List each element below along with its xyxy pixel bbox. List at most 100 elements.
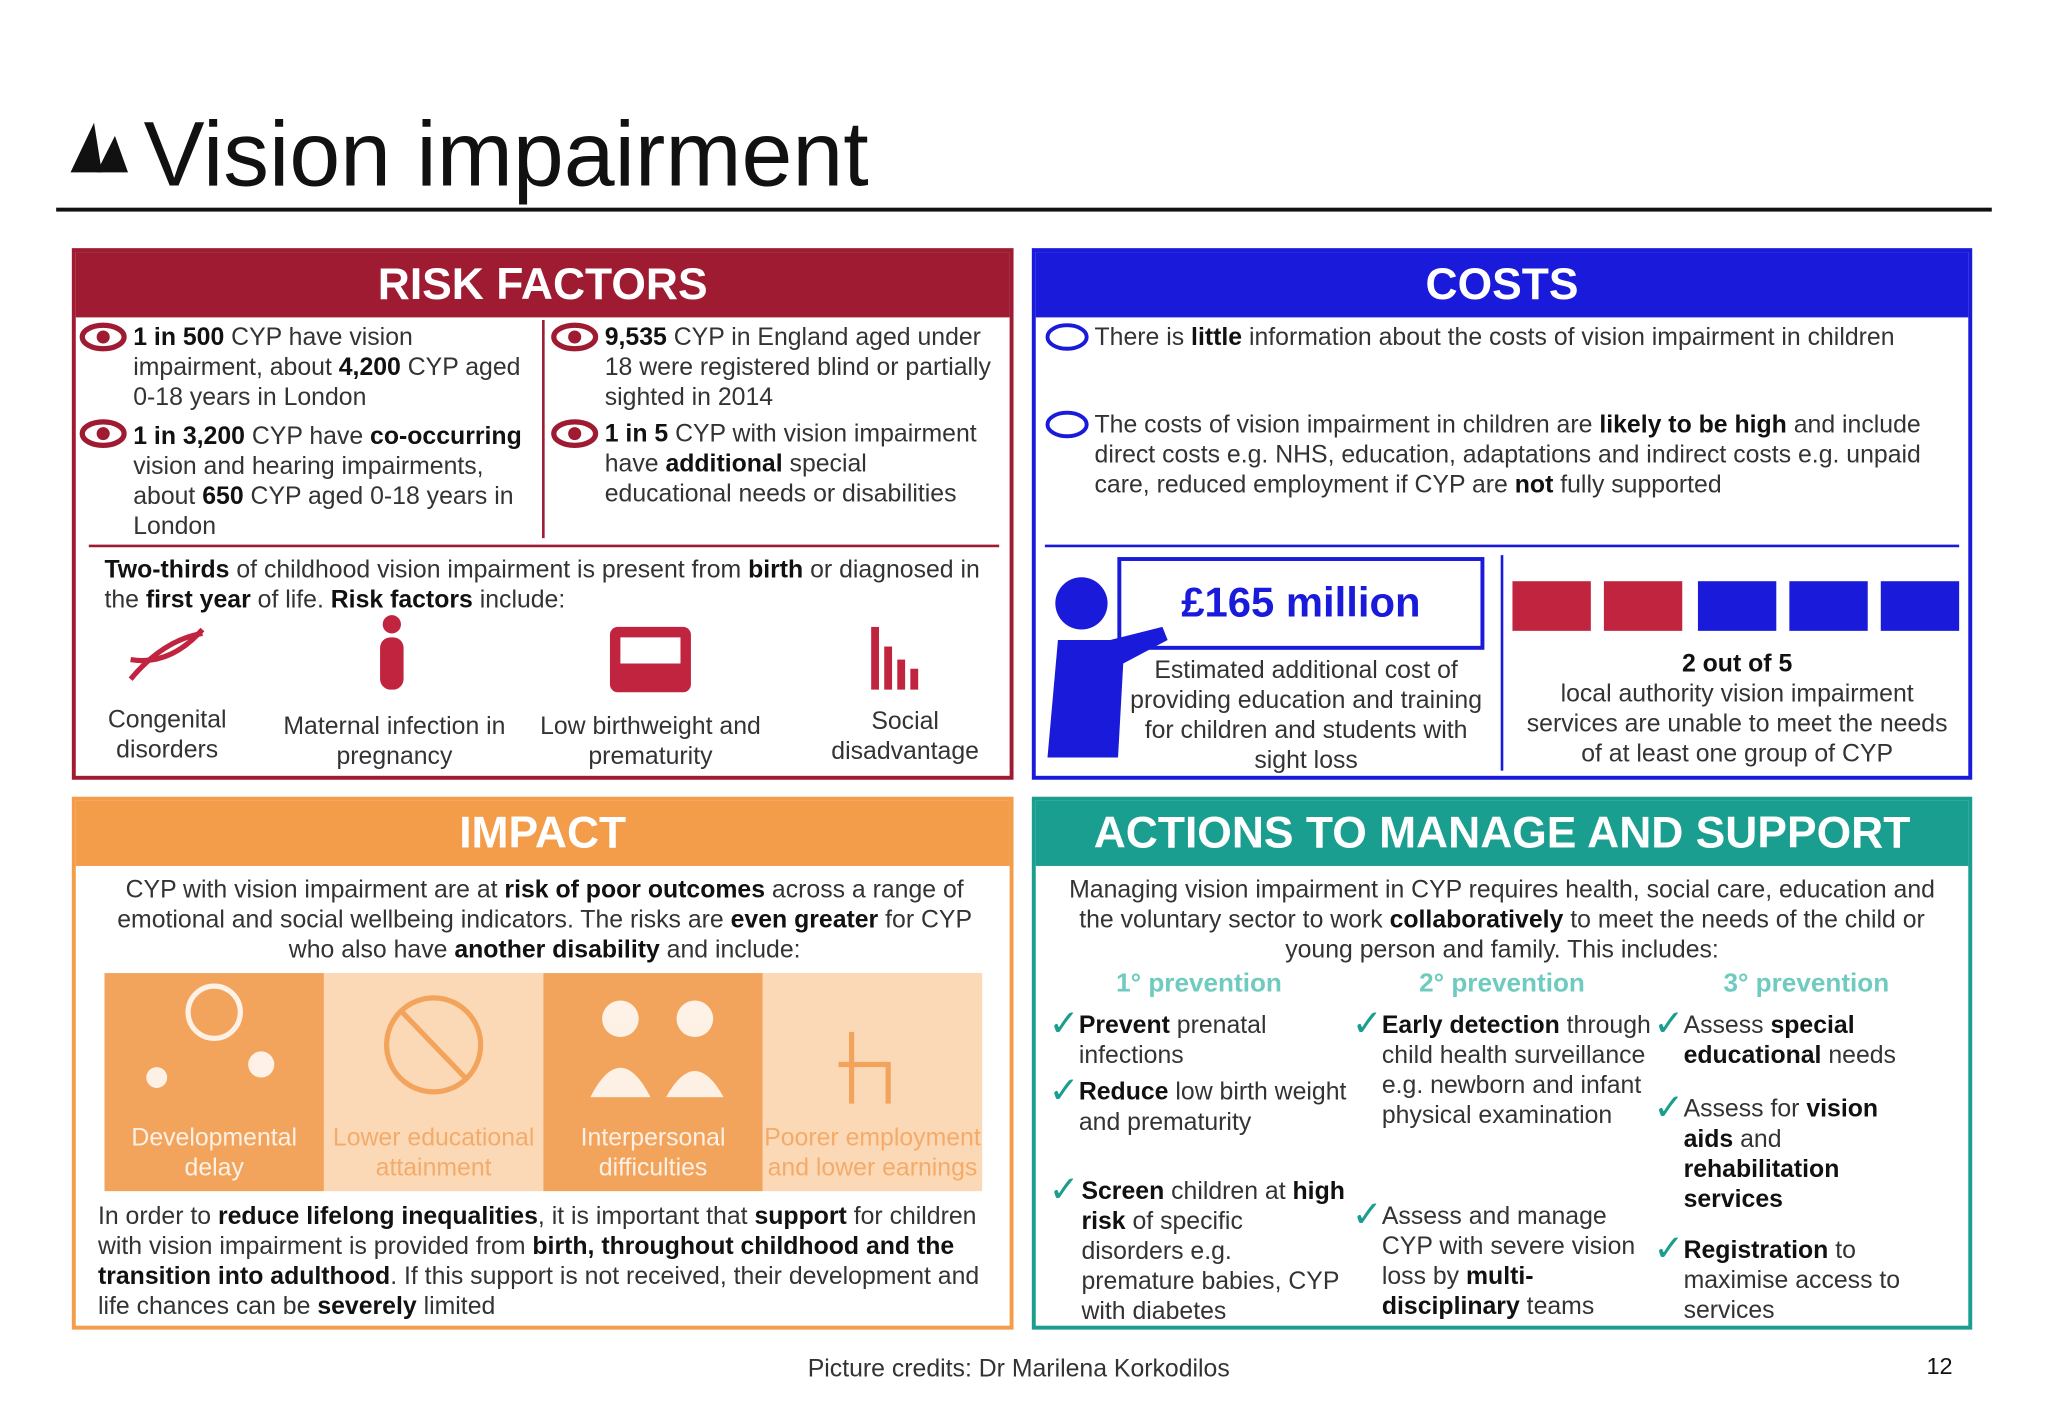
text-run: support	[754, 1202, 847, 1231]
text-run: include:	[472, 586, 566, 614]
check: ✓	[1653, 1227, 1685, 1269]
text-run: CYP with vision impairment have	[604, 420, 977, 479]
text-run: 1 in 500	[133, 323, 225, 352]
text-run: Risk factors	[330, 586, 473, 614]
cost-fact: The costs of vision impairment in childr…	[1095, 410, 1931, 500]
risk-item: Low birthweight and prematurity	[540, 713, 761, 771]
text-run: another disability	[454, 936, 660, 964]
text-run: Two-thirds	[104, 556, 230, 584]
text-run: and include:	[659, 936, 801, 964]
text-run: needs	[1821, 1042, 1896, 1070]
impact-item: Interpersonal difficulties	[580, 1124, 726, 1183]
text-run: of specific disorders e.g. premature bab…	[1081, 1208, 1339, 1326]
text-run: information about the costs of vision im…	[1242, 323, 1895, 352]
impact-item: Poorer employment and lower earnings	[764, 1124, 981, 1183]
text-run: Screen	[1081, 1178, 1165, 1206]
risk-item: Social disadvantage	[831, 707, 979, 766]
text-run: children at	[1164, 1178, 1293, 1206]
risk-item: Congenital disorders	[107, 706, 227, 765]
text-run: collaboratively	[1389, 906, 1564, 934]
costs-header: COSTS	[1035, 252, 1969, 318]
cost-stat-caption: local authority vision impairment servic…	[1526, 680, 1948, 768]
costs-icons	[1044, 323, 1960, 771]
prevention-heading: 3° prevention	[1723, 969, 1890, 998]
text-run: first year	[145, 586, 251, 614]
text-run: risk of poor outcomes	[504, 876, 766, 904]
prevention-heading: 2° prevention	[1419, 969, 1585, 998]
text-run: CYP aged 0-18 years in London	[133, 353, 521, 412]
check: ✓	[1048, 1069, 1080, 1111]
actions-intro: Managing vision impairment in CYP requir…	[1051, 875, 1952, 965]
text-run: 1 in 5	[604, 420, 669, 448]
text-run: to meet the needs of the child or young …	[1285, 906, 1925, 964]
text-run: low birth weight and prematurity	[1078, 1078, 1347, 1137]
actions-header: ACTIONS TO MANAGE AND SUPPORT	[1035, 800, 1969, 866]
text-run: multi-disciplinary	[1381, 1262, 1534, 1321]
text-run: The costs of vision impairment in childr…	[1094, 411, 1600, 439]
cost-figure-caption: Estimated additional cost of providing e…	[1130, 656, 1482, 775]
text-run: and include direct costs e.g. NHS, educa…	[1094, 411, 1921, 499]
risk-intro: Two-thirds of childhood vision impairmen…	[104, 555, 992, 615]
action-item: Early detection through child health sur…	[1382, 1011, 1656, 1131]
risk-header: RISK FACTORS	[75, 252, 1010, 318]
text-run: reduce lifelong inequalities	[217, 1202, 538, 1231]
costs-panel: COSTS	[1031, 248, 1973, 780]
check: ✓	[1048, 1003, 1080, 1044]
text-run: 1 in 3,200	[133, 423, 245, 451]
text-run: . If this support is not received, their…	[97, 1262, 980, 1321]
text-run: 4,200	[338, 353, 401, 382]
text-run: Reduce	[1078, 1078, 1169, 1107]
risk-fact: 9,535 CYP in England aged under 18 were …	[605, 323, 997, 413]
text-run: birth, throughout childhood and the tran…	[97, 1232, 955, 1291]
risk-fact: 1 in 5 CYP with vision impairment have a…	[605, 419, 997, 509]
action-item: Registration to maximise access to servi…	[1684, 1236, 1952, 1326]
text-run: Early detection	[1381, 1012, 1560, 1040]
text-run: of childhood vision impairment is presen…	[229, 556, 749, 584]
text-run: Assess	[1683, 1012, 1771, 1040]
text-run: rehabilitation services	[1683, 1155, 1840, 1214]
text-run: likely to be high	[1599, 411, 1787, 439]
text-run: for children with vision impairment is p…	[97, 1202, 977, 1261]
check: ✓	[1351, 1193, 1383, 1235]
text-run: for CYP who also have	[288, 906, 973, 964]
text-run: limited	[416, 1293, 496, 1321]
text-run: to maximise access to services	[1683, 1236, 1901, 1325]
text-run: not	[1514, 471, 1554, 499]
text-run: fully supported	[1553, 471, 1722, 499]
impact-icons	[146, 983, 891, 1104]
impact-item: Developmental delay	[131, 1124, 297, 1183]
page-number: 12	[1926, 1353, 1953, 1380]
action-item: Screen children at high risk of specific…	[1081, 1177, 1349, 1327]
action-item: Assess for vision aids and rehabilitatio…	[1684, 1095, 1932, 1215]
action-item: Assess special educational needs	[1684, 1011, 1952, 1071]
text-run: CYP have	[244, 423, 371, 451]
text-run: Managing vision impairment in CYP requir…	[1069, 876, 1935, 934]
impact-item: Lower educational attainment	[332, 1124, 535, 1183]
text-run: additional	[665, 450, 783, 479]
text-run: and	[1733, 1125, 1782, 1154]
text-run: even greater	[730, 906, 879, 934]
text-run: Assess for	[1683, 1095, 1807, 1124]
action-item: Reduce low birth weight and prematurity	[1079, 1078, 1347, 1138]
cost-stat: 2 out of 5	[1681, 650, 1793, 678]
text-run: through child health surveillance e.g. n…	[1381, 1012, 1651, 1130]
cost-fact: There is little information about the co…	[1095, 323, 1931, 353]
check: ✓	[1351, 1003, 1383, 1044]
text-run: vision and hearing impairments, about	[133, 453, 484, 511]
text-run: co-occurring	[370, 423, 522, 451]
text-run: or diagnosed in the	[104, 556, 980, 614]
prevention-heading: 1° prevention	[1116, 969, 1282, 998]
text-run: 9,535	[604, 323, 667, 352]
logo	[70, 122, 128, 173]
text-run: CYP with vision impairment are at	[125, 876, 505, 904]
cost-figure: £165 million	[1181, 578, 1421, 626]
text-run: little	[1191, 323, 1243, 352]
credits: Picture credits: Dr Marilena Korkodilos	[807, 1355, 1230, 1384]
text-run: birth	[748, 556, 804, 584]
text-run: severely	[317, 1293, 417, 1321]
impact-tile: Interpersonal difficulties	[543, 973, 763, 1192]
text-run: Registration	[1683, 1236, 1829, 1265]
title: Vision impairment	[143, 103, 869, 206]
